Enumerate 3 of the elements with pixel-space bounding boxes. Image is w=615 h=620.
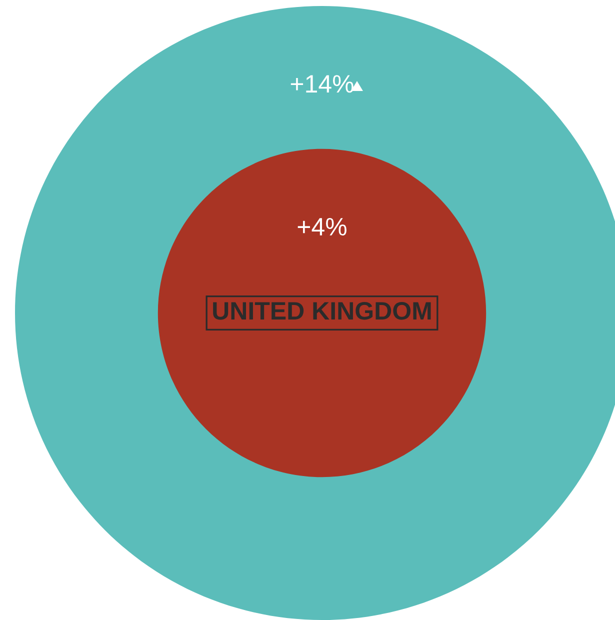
data-label: +4% [298, 218, 346, 236]
data-label: +14% [290, 75, 354, 93]
text: UNITED KINGDOM [213, 302, 431, 320]
